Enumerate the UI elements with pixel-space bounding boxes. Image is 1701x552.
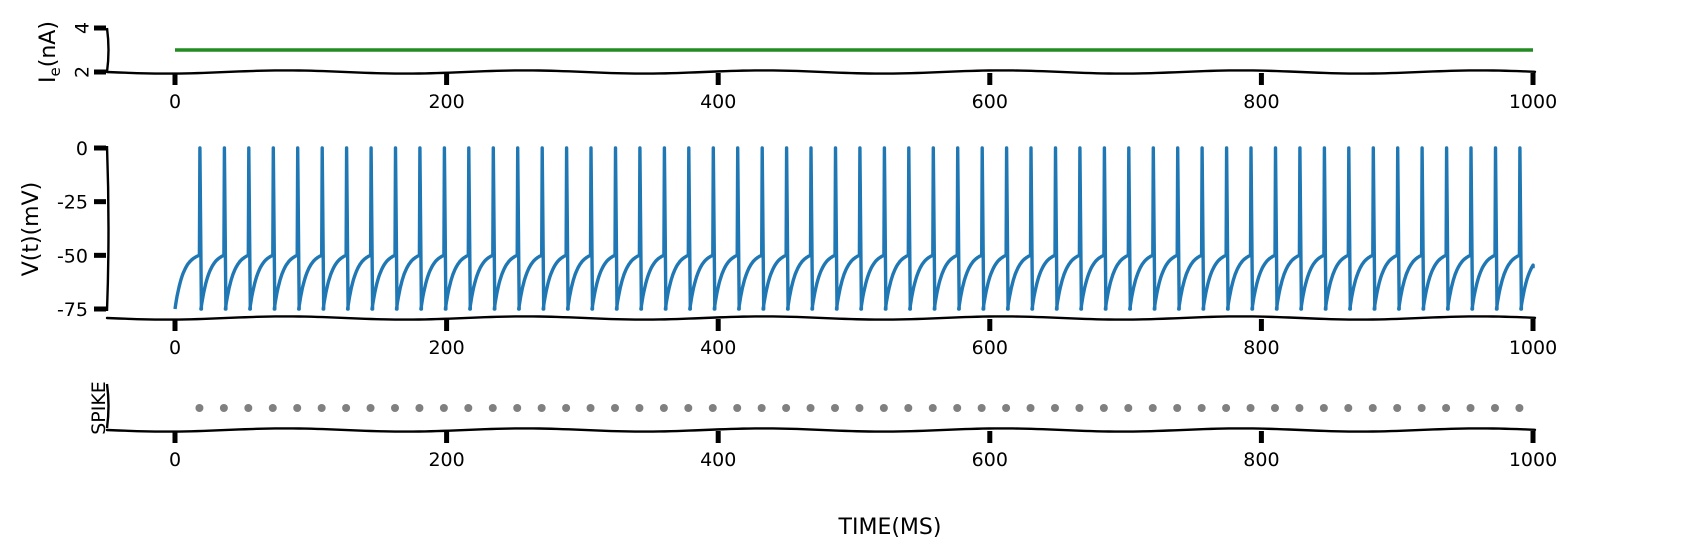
spike-point-26 — [830, 404, 839, 412]
spike-point-53 — [1490, 404, 1499, 412]
spike-point-16 — [586, 404, 595, 412]
spike-xtick-label-200: 200 — [428, 449, 464, 471]
voltage-y-spine — [105, 145, 110, 312]
spike-point-0 — [195, 404, 204, 412]
spike-point-52 — [1466, 404, 1475, 412]
current-x-axis — [105, 69, 1537, 75]
spike-point-12 — [488, 404, 497, 412]
spike-point-11 — [464, 404, 473, 412]
voltage-xtick-label-600: 600 — [972, 337, 1008, 359]
voltage-xtick-label-1000: 1000 — [1509, 337, 1557, 359]
spike-point-8 — [390, 404, 399, 412]
current-xtick-label-400: 400 — [700, 91, 736, 113]
spike-point-32 — [977, 404, 986, 412]
spike-point-9 — [415, 404, 424, 412]
spike-point-17 — [610, 404, 619, 412]
spike-point-49 — [1393, 404, 1402, 412]
current-ytick-label-4: 4 — [72, 22, 94, 34]
current-ylabel-main: I — [36, 76, 61, 83]
spike-ylabel: SPIKE — [88, 381, 110, 435]
spike-x-axis — [105, 427, 1537, 433]
voltage-x-axis — [105, 315, 1537, 321]
spike-y-spine — [105, 383, 110, 429]
spike-point-36 — [1075, 404, 1084, 412]
spike-xtick-label-400: 400 — [700, 449, 736, 471]
spike-point-15 — [562, 404, 571, 412]
voltage-xtick-label-800: 800 — [1243, 337, 1279, 359]
spike-point-4 — [293, 404, 302, 412]
spike-point-23 — [757, 404, 766, 412]
voltage-trace — [173, 146, 1535, 311]
voltage-ytick-label--50: -50 — [57, 245, 88, 267]
spike-point-35 — [1050, 404, 1059, 412]
current-y-spine — [105, 27, 110, 73]
spike-point-51 — [1442, 404, 1451, 412]
voltage-ylabel: V(t)(mV) — [19, 182, 44, 277]
spike-point-41 — [1197, 404, 1206, 412]
voltage-xtick-label-0: 0 — [169, 337, 181, 359]
spike-point-39 — [1148, 404, 1157, 412]
spike-point-6 — [342, 404, 351, 412]
spike-point-44 — [1270, 404, 1279, 412]
spike-point-19 — [659, 404, 668, 412]
spike-point-37 — [1099, 404, 1108, 412]
spike-point-24 — [782, 404, 791, 412]
spike-point-13 — [513, 404, 522, 412]
spike-point-2 — [244, 404, 253, 412]
spike-point-21 — [708, 404, 717, 412]
voltage-ytick-label--75: -75 — [57, 299, 88, 321]
spike-xtick-label-800: 800 — [1243, 449, 1279, 471]
spike-point-45 — [1295, 404, 1304, 412]
voltage-panel: V(t)(mV) 0 -25 -50 -75 0 200 400 600 800 1000 — [19, 138, 1557, 359]
current-panel: Ie(nA) 2 4 0 200 400 600 800 1000 — [36, 21, 1557, 113]
spike-point-40 — [1173, 404, 1182, 412]
spike-point-28 — [879, 404, 888, 412]
spike-point-47 — [1344, 404, 1353, 412]
spike-xtick-label-600: 600 — [972, 449, 1008, 471]
current-xtick-label-200: 200 — [428, 91, 464, 113]
spike-point-7 — [366, 404, 375, 412]
spike-xlabel: TIME(MS) — [838, 515, 942, 540]
current-xtick-label-1000: 1000 — [1509, 91, 1557, 113]
spike-point-10 — [439, 404, 448, 412]
voltage-ytick-label-0: 0 — [76, 138, 88, 160]
spike-point-38 — [1124, 404, 1133, 412]
spike-xtick-label-0: 0 — [169, 449, 181, 471]
spike-point-29 — [904, 404, 913, 412]
spike-point-33 — [1002, 404, 1011, 412]
spike-point-31 — [953, 404, 962, 412]
spike-point-34 — [1026, 404, 1035, 412]
spike-point-1 — [219, 404, 228, 412]
spike-point-22 — [733, 404, 742, 412]
voltage-xtick-label-200: 200 — [428, 337, 464, 359]
spike-point-42 — [1222, 404, 1231, 412]
current-ylabel-tail: (nA) — [36, 21, 61, 67]
spike-point-43 — [1246, 404, 1255, 412]
spike-point-5 — [317, 404, 326, 412]
spike-point-20 — [684, 404, 693, 412]
spike-point-30 — [928, 404, 937, 412]
spike-point-14 — [537, 404, 546, 412]
spike-point-50 — [1417, 404, 1426, 412]
current-xtick-label-800: 800 — [1243, 91, 1279, 113]
spike-xtick-label-1000: 1000 — [1509, 449, 1557, 471]
spikes-panel: SPIKE TIME(MS) 0 200 400 600 800 1000 — [88, 381, 1557, 540]
current-xtick-label-0: 0 — [169, 91, 181, 113]
spike-point-3 — [268, 404, 277, 412]
current-xtick-label-600: 600 — [972, 91, 1008, 113]
spike-point-27 — [855, 404, 864, 412]
current-ylabel-sub: e — [46, 67, 64, 76]
voltage-xtick-label-400: 400 — [700, 337, 736, 359]
current-ylabel: Ie(nA) — [36, 21, 64, 83]
spike-point-48 — [1368, 404, 1377, 412]
spike-point-18 — [635, 404, 644, 412]
voltage-ytick-label--25: -25 — [57, 192, 88, 214]
spike-point-46 — [1319, 404, 1328, 412]
current-ytick-label-2: 2 — [72, 66, 94, 78]
spike-point-54 — [1515, 404, 1524, 412]
spike-point-25 — [806, 404, 815, 412]
